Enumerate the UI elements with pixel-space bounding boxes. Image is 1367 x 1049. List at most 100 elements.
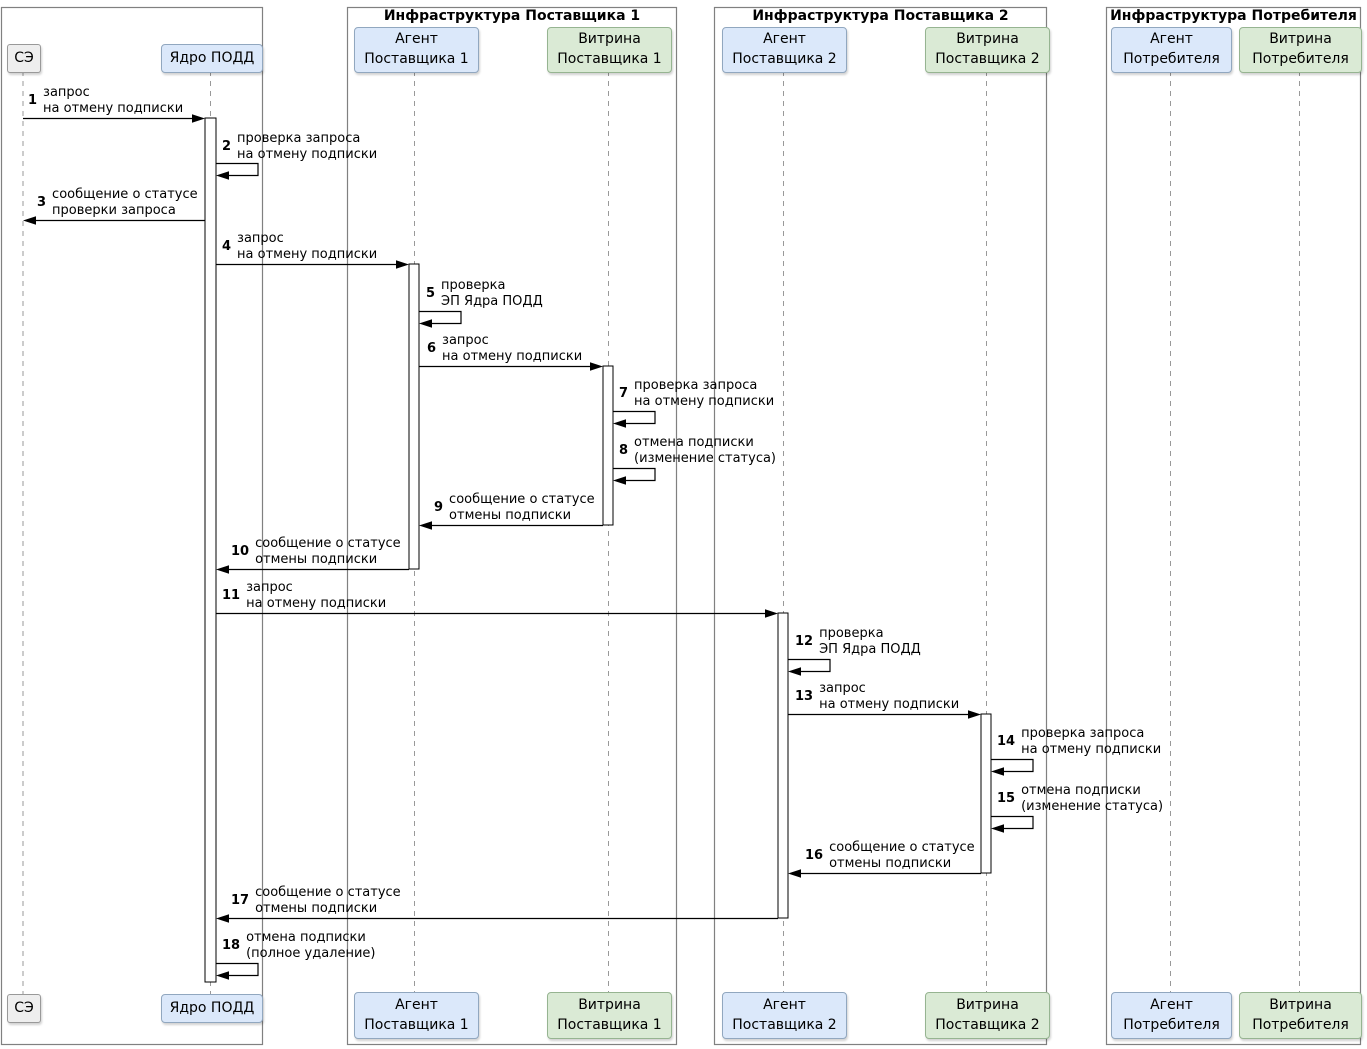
message-text: отмены подписки [829,855,952,871]
message-text: запрос [43,85,90,100]
message-12-arrowhead [788,667,801,676]
participant-name: Агент [763,31,806,48]
message-text: ЭП Ядра ПОДД [819,641,921,657]
message-text: сообщение о статусе [52,187,198,202]
activation-supplier1-agent [408,263,420,570]
participant-name: Потребителя [1123,51,1220,67]
message-7-label: 7 проверка запроса на отмену подписки [619,378,774,409]
message-9-label: 9 сообщение о статусе отмены подписки [434,492,595,523]
participant-consumer-vitrina-bottom: Витрина Потребителя [1239,992,1362,1039]
message-16-arrowhead [788,869,801,878]
message-number: 9 [434,500,444,515]
frame-consumer-border [1105,6,1362,1046]
participant-core-top: Ядро ПОДД [161,44,263,73]
participant-name: Витрина [956,996,1019,1013]
message-text: сообщение о статусе [255,536,401,551]
message-6-label: 6 запрос на отмену подписки [427,333,582,364]
participant-name: Агент [1150,31,1193,48]
message-4-arrowhead [396,260,409,269]
message-number: 12 [795,634,814,649]
message-7-arrowhead [613,419,626,428]
message-1-arrowhead [192,114,205,123]
message-text: запрос [237,231,284,246]
message-text: сообщение о статусе [255,885,401,900]
frame-supplier1-border [346,6,678,1046]
participant-se-top: СЭ [7,44,41,73]
participant-supplier1-vitrina-top: Витрина Поставщика 1 [547,27,672,73]
message-text: отмена подписки [634,435,754,450]
message-number: 16 [805,848,824,863]
message-text: проверка запроса [1021,726,1145,741]
message-15-label: 15 отмена подписки (изменение статуса) [997,783,1163,814]
message-text: на отмену подписки [237,246,378,262]
message-text: на отмену подписки [43,100,184,116]
message-text: проверка [819,626,884,641]
participant-consumer-agent-top: Агент Потребителя [1111,27,1232,73]
message-number: 6 [427,341,437,356]
message-number: 4 [222,239,232,254]
participant-name: Потребителя [1252,1016,1349,1033]
participant-supplier2-vitrina-bottom: Витрина Поставщика 2 [925,992,1050,1039]
message-text: запрос [442,333,489,348]
participant-name: Поставщика 2 [732,1016,837,1033]
message-text: проверка запроса [634,378,758,393]
participant-name: Ядро ПОДД [169,999,255,1016]
participant-name: Агент [395,31,438,48]
message-8-label: 8 отмена подписки (изменение статуса) [619,435,776,466]
participant-core-bottom: Ядро ПОДД [161,994,263,1023]
message-14-arrow [991,758,1034,773]
participant-consumer-agent-bottom: Агент Потребителя [1111,992,1232,1039]
participant-name: Поставщика 2 [732,51,837,67]
message-12-arrow [788,658,831,673]
frame-title-supplier-2: Инфраструктура Поставщика 2 [752,8,1009,24]
participant-name: Витрина [1269,996,1332,1013]
message-text: сообщение о статусе [449,492,595,507]
participant-supplier2-agent-top: Агент Поставщика 2 [722,27,847,73]
message-text: сообщение о статусе [829,840,975,855]
message-text: отмена подписки [1021,783,1141,798]
participant-supplier1-agent-top: Агент Поставщика 1 [354,27,479,73]
message-16-label: 16 сообщение о статусе отмены подписки [805,840,975,871]
participant-name: Поставщика 1 [364,51,469,67]
message-11-label: 11 запрос на отмену подписки [222,580,386,611]
message-17-arrowhead [216,914,229,923]
participant-name: Ядро ПОДД [169,49,255,66]
message-18-arrow [216,962,259,977]
frame-title-supplier-1: Инфраструктура Поставщика 1 [383,8,641,24]
message-3-arrowhead [23,216,36,225]
message-number: 17 [231,893,250,908]
message-text: отмены подписки [255,551,378,567]
message-2-arrow [216,162,259,177]
participant-consumer-vitrina-top: Витрина Потребителя [1239,27,1362,73]
message-number: 18 [222,938,241,953]
activation-core [204,117,217,983]
participant-name: СЭ [14,999,34,1016]
message-3-label: 3 сообщение о статусе проверки запроса [37,187,198,218]
message-text: на отмену подписки [819,696,960,712]
message-14-label: 14 проверка запроса на отмену подписки [997,726,1161,757]
message-15-arrow [991,815,1034,830]
message-number: 5 [426,286,436,301]
participant-name: Поставщика 1 [557,51,662,67]
frame-core-region-border [0,6,264,1046]
message-text: на отмену подписки [237,146,378,162]
message-text: проверка запроса [237,131,361,146]
participant-name: Агент [395,996,438,1013]
message-text: отмены подписки [449,507,572,523]
participant-name: Витрина [578,31,641,48]
message-1-label: 1 запрос на отмену подписки [28,85,183,116]
message-12-label: 12 проверка ЭП Ядра ПОДД [795,626,921,657]
message-text: на отмену подписки [246,595,387,611]
activation-supplier2-vitrina [980,713,992,874]
message-text: проверка [441,278,506,293]
message-text: (изменение статуса) [1021,798,1164,814]
message-number: 2 [222,139,232,154]
message-8-arrow [613,467,656,482]
participant-supplier1-agent-bottom: Агент Поставщика 1 [354,992,479,1039]
frame-title-consumer: Инфраструктура Потребителя [1110,8,1357,24]
message-17-label: 17 сообщение о статусе отмены подписки [231,885,401,916]
participant-se-bottom: СЭ [7,994,41,1023]
message-2-arrowhead [216,171,229,180]
message-11-arrowhead [765,609,778,618]
participant-name: Витрина [1269,31,1332,48]
